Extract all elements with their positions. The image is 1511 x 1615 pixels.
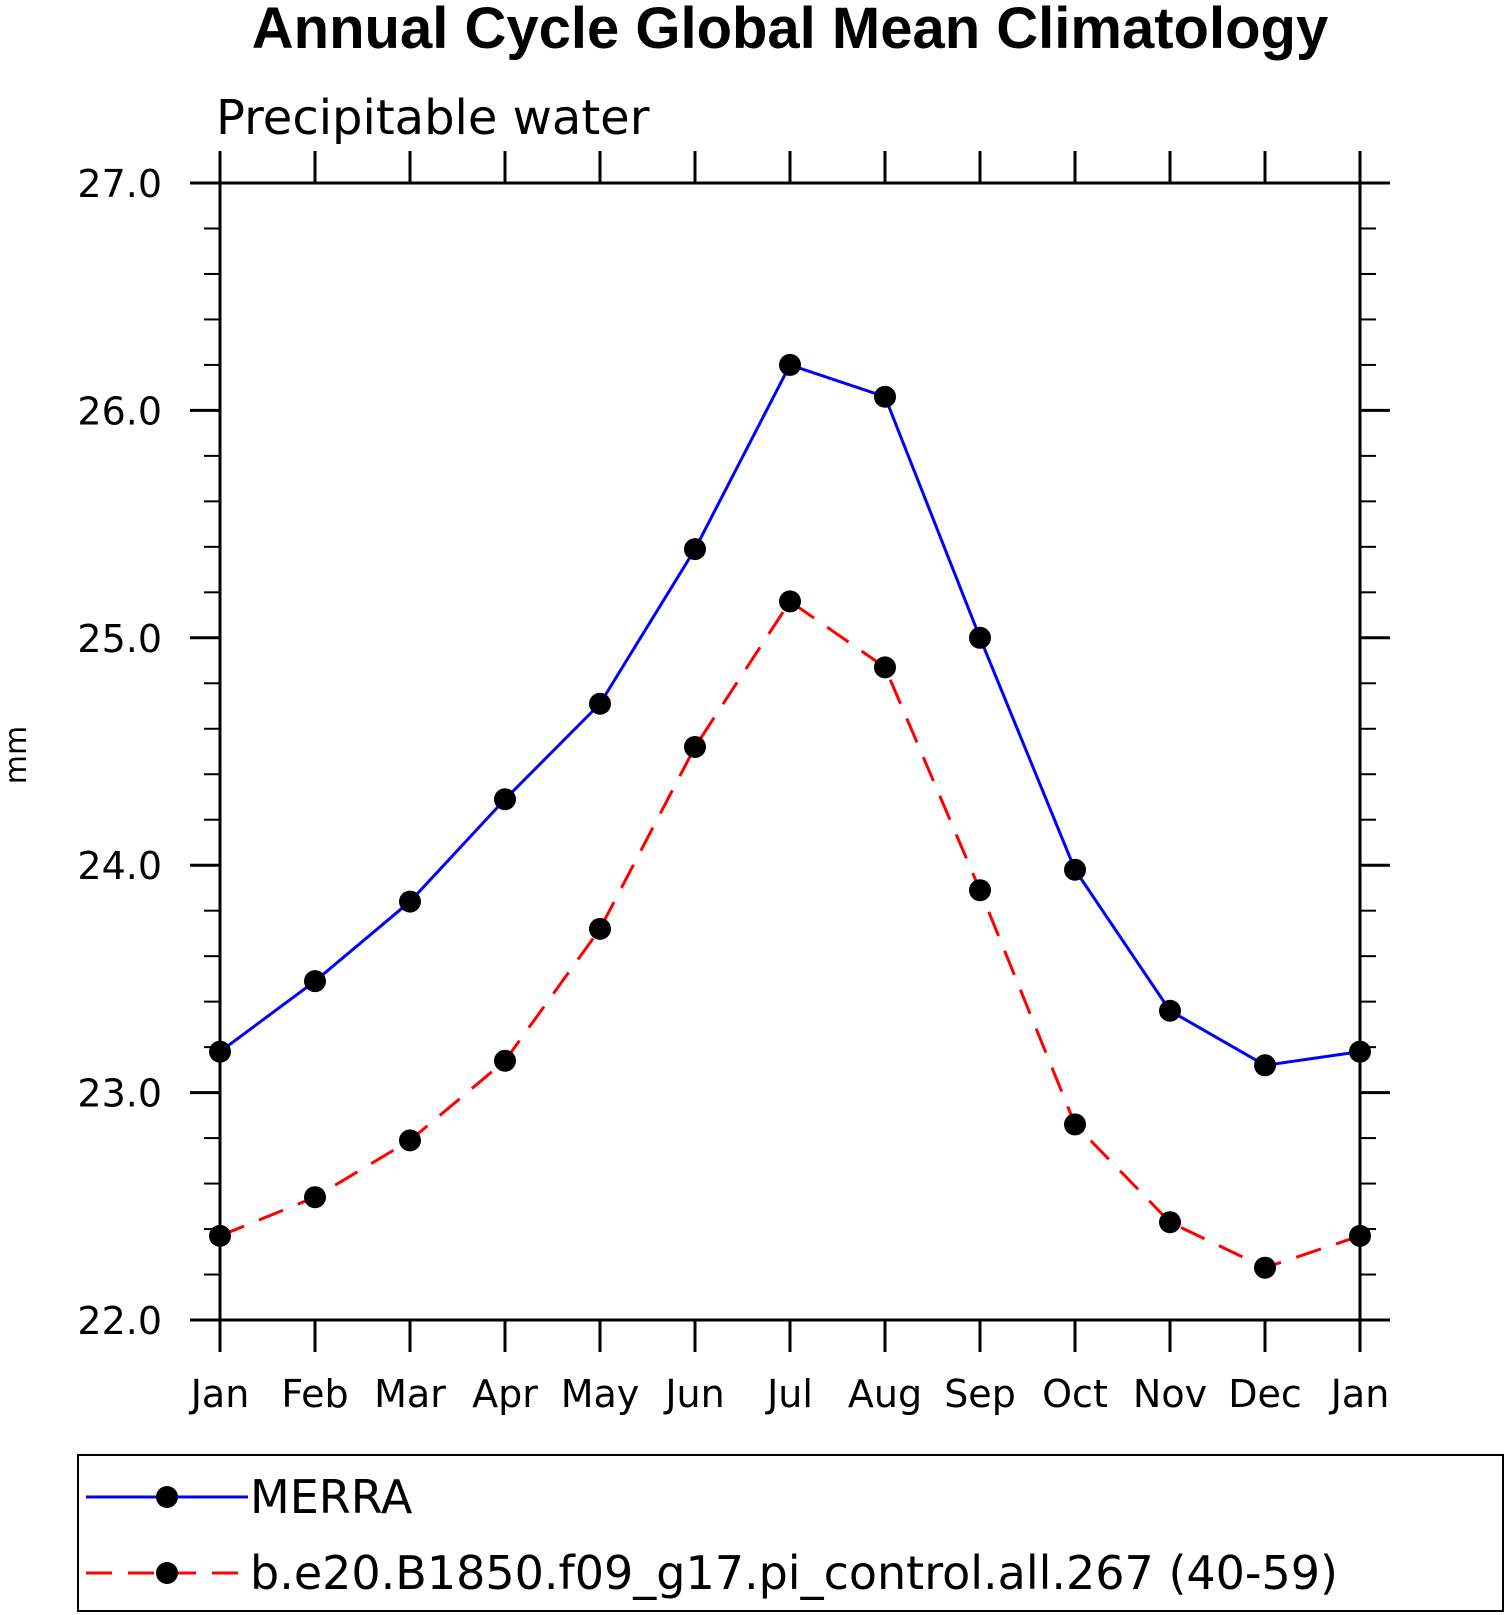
y-tick-label: 26.0 — [77, 389, 162, 433]
data-point — [1159, 999, 1181, 1022]
data-point — [304, 970, 326, 993]
data-point — [1159, 1211, 1181, 1234]
x-tick-label: Sep — [944, 1372, 1016, 1416]
legend-box — [77, 1454, 1504, 1612]
series-line — [219, 599, 1361, 1270]
data-point — [684, 735, 706, 758]
plot-frame — [218, 181, 1362, 1322]
data-point — [1064, 858, 1086, 881]
series-group — [209, 353, 1371, 1077]
x-tick-label: May — [561, 1372, 640, 1416]
data-point — [209, 1224, 231, 1247]
data-point — [969, 626, 991, 649]
data-point — [1349, 1040, 1371, 1063]
data-point — [969, 879, 991, 902]
data-point — [1349, 1224, 1371, 1247]
data-point — [684, 538, 706, 561]
legend-entries: MERRA b.e20.B1850.f09_g17.pi_control.all.… — [86, 1470, 1338, 1600]
legend-marker — [156, 1486, 178, 1508]
x-tick-label: Mar — [374, 1372, 446, 1416]
data-point — [779, 353, 801, 376]
y-tick-label: 24.0 — [77, 844, 162, 888]
chart-subtitle: Precipitable water — [216, 90, 650, 146]
y-tick-label: 23.0 — [77, 1072, 162, 1116]
series-layer — [209, 353, 1371, 1279]
x-tick-label: Jan — [1329, 1372, 1390, 1416]
data-point — [399, 1129, 421, 1152]
data-point — [399, 890, 421, 913]
axis-ticks — [190, 151, 1390, 1352]
x-tick-label: Nov — [1133, 1372, 1207, 1416]
x-tick-label: Jul — [765, 1372, 813, 1416]
data-point — [589, 917, 611, 940]
x-tick-label: Oct — [1042, 1372, 1108, 1416]
y-tick-labels: 22.0 23.0 24.0 25.0 26.0 27.0 — [77, 162, 162, 1343]
data-point — [1254, 1054, 1276, 1077]
series-line — [219, 363, 1361, 1067]
data-point — [1254, 1256, 1276, 1279]
x-tick-label: Apr — [472, 1372, 538, 1416]
x-tick-label: Jan — [189, 1372, 250, 1416]
y-tick-label: 25.0 — [77, 617, 162, 661]
x-tick-label: Dec — [1228, 1372, 1302, 1416]
x-tick-labels: Jan Feb Mar Apr May Jun Jul Aug Sep Oct Nov Dec Jan — [189, 1372, 1390, 1416]
legend: MERRA b.e20.B1850.f09_g17.pi_control.all.… — [77, 1454, 1504, 1612]
data-point — [209, 1040, 231, 1063]
y-tick-label: 22.0 — [77, 1299, 162, 1343]
x-tick-label: Jun — [663, 1372, 724, 1416]
data-point — [874, 656, 896, 679]
chart-title: Annual Cycle Global Mean Climatology — [252, 0, 1328, 61]
data-point — [779, 590, 801, 613]
legend-label: MERRA — [250, 1470, 413, 1524]
data-point — [1064, 1113, 1086, 1136]
legend-marker — [156, 1562, 178, 1584]
x-tick-label: Aug — [848, 1372, 922, 1416]
data-point — [304, 1186, 326, 1209]
series-group — [209, 590, 1371, 1279]
x-tick-label: Feb — [281, 1372, 348, 1416]
data-point — [494, 788, 516, 811]
y-tick-label: 27.0 — [77, 162, 162, 206]
legend-label: b.e20.B1850.f09_g17.pi_control.all.267 (… — [250, 1546, 1338, 1600]
data-point — [874, 385, 896, 408]
data-point — [589, 692, 611, 715]
y-axis-label: mm — [0, 726, 34, 784]
data-point — [494, 1049, 516, 1072]
